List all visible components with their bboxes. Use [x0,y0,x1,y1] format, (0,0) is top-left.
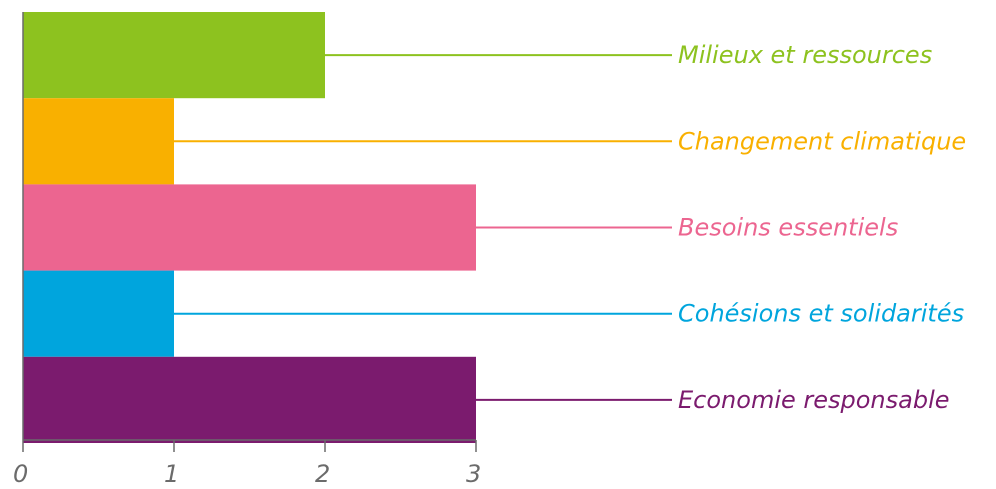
bar-milieux-et-ressources [23,12,325,99]
x-ticks-group: 0 1 2 3 [13,440,481,488]
category-label-economie-responsable: Economie responsable [678,386,950,414]
category-label-cohesions-et-solidarites: Cohésions et solidarités [678,300,964,328]
category-label-milieux-et-ressources: Milieux et ressources [678,41,932,69]
bar-besoins-essentiels [23,184,476,271]
category-label-changement-climatique: Changement climatique [678,127,966,155]
x-tick-label-3: 3 [466,460,481,488]
category-labels-group: Milieux et ressources Changement climatiq… [678,41,966,414]
leader-lines-group [174,54,672,401]
category-label-besoins-essentiels: Besoins essentiels [678,214,898,242]
bar-economie-responsable [23,356,476,443]
x-tick-label-2: 2 [315,460,330,488]
bars-group [23,12,476,443]
bar-cohesions-et-solidarites [23,270,174,357]
bar-changement-climatique [23,98,174,185]
x-tick-label-0: 0 [13,460,28,488]
x-tick-label-1: 1 [164,460,179,488]
